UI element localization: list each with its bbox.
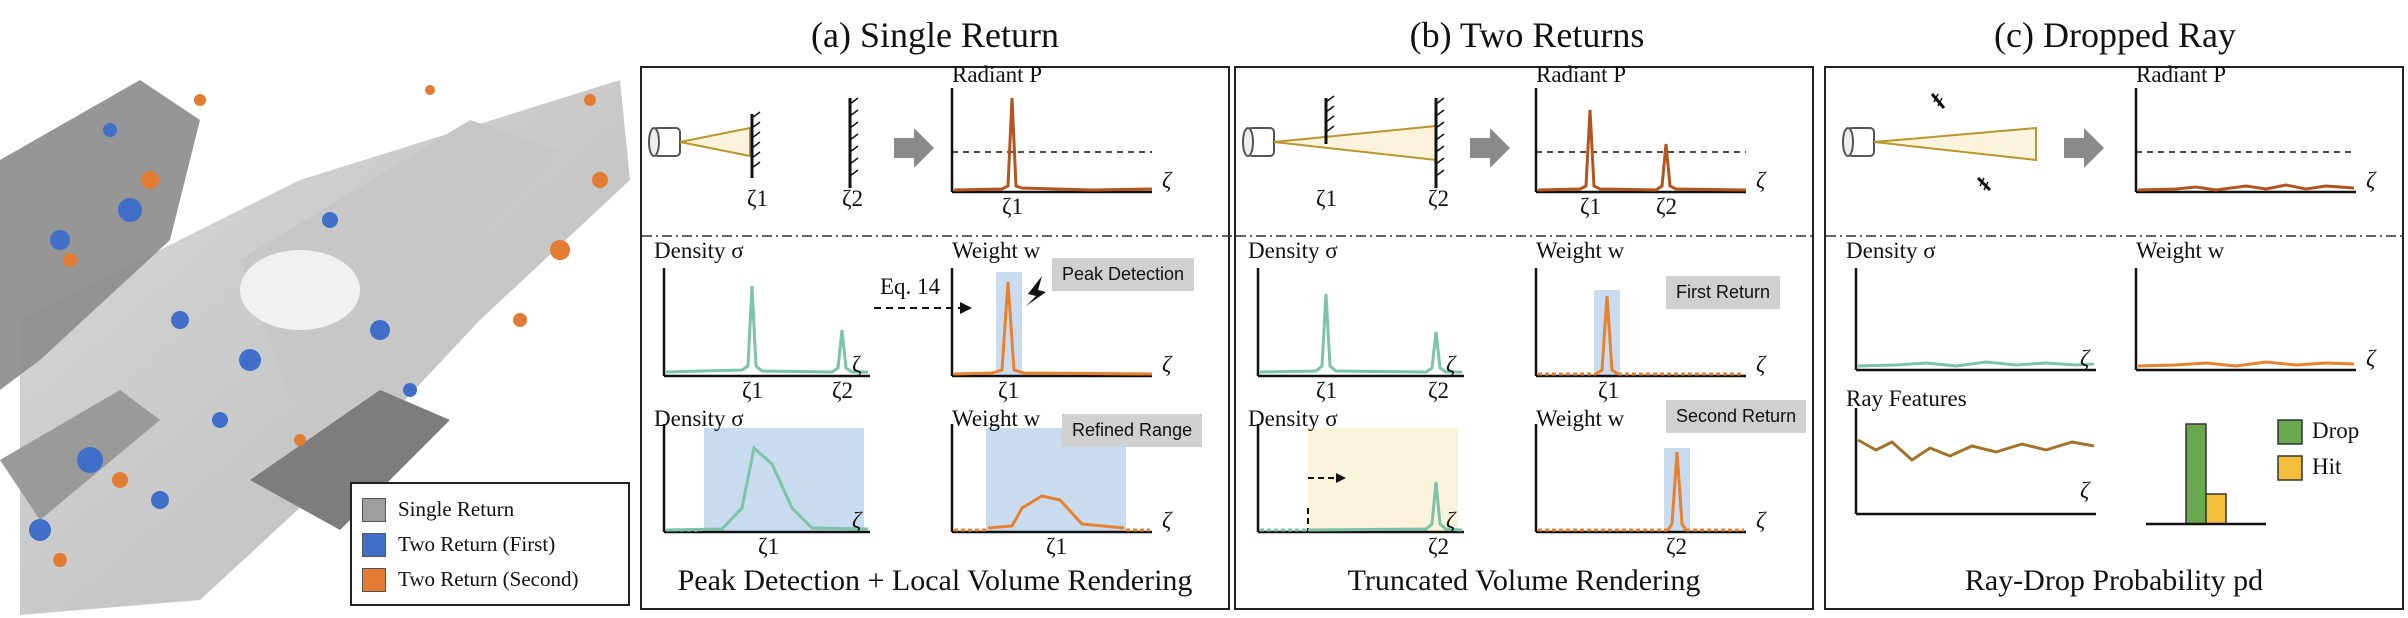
zeta-axis-label: ζ: [2080, 346, 2090, 371]
panel-c: Radiant P ζ Density σ ζ Weight w ζ Ray F…: [1824, 62, 2406, 610]
hit-legend-label: Hit: [2312, 454, 2342, 479]
zeta1-label: ζ1: [1580, 194, 1602, 219]
panel-b-caption: Truncated Volume Rendering: [1347, 564, 1701, 597]
zeta-axis-label: ζ: [1756, 508, 1766, 533]
legend-label: Two Return (First): [398, 532, 556, 556]
zeta-axis-label: ζ: [1446, 508, 1456, 533]
legend-swatch: [362, 532, 386, 557]
zeta-axis-label: ζ: [852, 352, 862, 377]
arrow-icon: [894, 128, 934, 168]
badge-second-return: Second Return: [1666, 400, 1807, 433]
zeta2-label: ζ2: [832, 378, 854, 403]
zeta1-label: ζ1: [747, 186, 769, 211]
legend-swatch: [362, 497, 386, 522]
panel-c-title: (c) Dropped Ray: [1994, 15, 2236, 55]
legend-item-second: Two Return (Second): [362, 562, 618, 597]
drop-legend-label: Drop: [2312, 418, 2360, 443]
panel-a-caption: Peak Detection + Local Volume Rendering: [677, 564, 1193, 597]
panel-a: ζ1 ζ2 Radiant P ζ ζ1 Density σ ζ ζ1 ζ2 E…: [640, 62, 1232, 610]
zeta-axis-label: ζ: [1446, 352, 1456, 377]
panel-b: ζ1 ζ2 Radiant P ζ ζ1 ζ2 Density σ ζ ζ1 ζ…: [1234, 62, 1816, 610]
arrow-icon: [2064, 128, 2104, 168]
badge-refined-range: Refined Range: [1062, 414, 1203, 447]
panel-a-title: (a) Single Return: [811, 15, 1059, 55]
zeta-axis-label: ζ: [1756, 168, 1766, 193]
density-label: Density σ: [654, 406, 744, 431]
zeta1-label: ζ1: [742, 378, 764, 403]
badge-first-return: First Return: [1666, 276, 1781, 309]
weight-label: Weight w: [2136, 238, 2225, 263]
zeta-axis-label: ζ: [852, 508, 862, 533]
zeta-axis-label: ζ: [2080, 478, 2090, 503]
zeta2-label: ζ2: [1428, 534, 1450, 559]
zeta-axis-label: ζ: [1162, 508, 1172, 533]
legend-label: Single Return: [398, 497, 515, 521]
zeta2-label: ζ2: [842, 186, 864, 211]
zeta2-label: ζ2: [1656, 194, 1678, 219]
badge-peak-detection: Peak Detection: [1052, 258, 1195, 291]
legend-swatch: [362, 567, 386, 592]
arrow-icon: [1470, 128, 1510, 168]
pointer-arrow: [1026, 276, 1046, 306]
zeta1-label: ζ1: [1598, 378, 1620, 403]
zeta-axis-label: ζ: [1756, 352, 1766, 377]
lidar-sensor-icon: [1242, 127, 1275, 157]
zeta-axis-label: ζ: [1162, 352, 1172, 377]
density-label: Density σ: [1846, 238, 1936, 263]
zeta1-label: ζ1: [1002, 194, 1024, 219]
panel-b-diagram: [1236, 88, 1816, 534]
point-cloud-legend: Single Return Two Return (First) Two Ret…: [350, 482, 630, 606]
panel-a-diagram: [642, 88, 1232, 534]
point-cloud-image: [0, 60, 630, 615]
weight-label: Weight w: [952, 238, 1041, 263]
point-cloud-render: [0, 80, 630, 615]
legend-item-first: Two Return (First): [362, 527, 618, 562]
density-label: Density σ: [654, 238, 744, 263]
weight-label: Weight w: [1536, 406, 1625, 431]
radiant-label: Radiant P: [1536, 62, 1627, 87]
zeta-axis-label: ζ: [1162, 168, 1172, 193]
weight-label: Weight w: [1536, 238, 1625, 263]
hit-bar: [2205, 493, 2227, 525]
lidar-sensor-icon: [648, 127, 681, 157]
ray-cone: [1273, 124, 1437, 162]
ray-features-label: Ray Features: [1846, 386, 1967, 411]
panel-c-diagram: [1826, 88, 2406, 526]
zeta2-label: ζ2: [1666, 534, 1688, 559]
zeta-axis-label: ζ: [2366, 346, 2376, 371]
weight-label: Weight w: [952, 406, 1041, 431]
radiant-label: Radiant P: [2136, 62, 2227, 87]
zeta1-label: ζ1: [1316, 186, 1338, 211]
zeta1-label: ζ1: [758, 534, 780, 559]
density-label: Density σ: [1248, 238, 1338, 263]
zeta1-label: ζ1: [998, 378, 1020, 403]
panel-b-title: (b) Two Returns: [1409, 15, 1645, 55]
radiant-label: Radiant P: [952, 62, 1043, 87]
zeta2-label: ζ2: [1428, 378, 1450, 403]
ray-cone: [679, 126, 751, 158]
zeta-axis-label: ζ: [2366, 168, 2376, 193]
hit-swatch: [2277, 455, 2303, 481]
zeta1-label: ζ1: [1316, 378, 1338, 403]
panel-c-caption: Ray-Drop Probability pd: [1964, 564, 2264, 597]
ray-cone: [1873, 126, 2037, 162]
drop-swatch: [2277, 419, 2303, 445]
legend-label: Two Return (Second): [398, 567, 579, 591]
lidar-sensor-icon: [1842, 127, 1875, 157]
zeta2-label: ζ2: [1428, 186, 1450, 211]
zeta1-label: ζ1: [1046, 534, 1068, 559]
density-label: Density σ: [1248, 406, 1338, 431]
equation-ref: Eq. 14: [880, 274, 941, 299]
legend-item-single: Single Return: [362, 492, 618, 527]
drop-bar: [2185, 423, 2207, 525]
